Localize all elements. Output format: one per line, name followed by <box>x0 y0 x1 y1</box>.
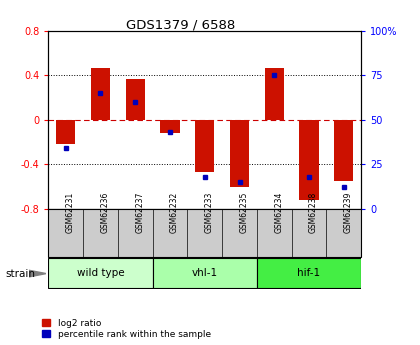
Bar <box>299 120 319 200</box>
Text: GSM62235: GSM62235 <box>239 192 249 233</box>
Text: GSM62232: GSM62232 <box>170 192 179 233</box>
Text: GDS1379 / 6588: GDS1379 / 6588 <box>126 19 235 32</box>
Bar <box>334 120 353 181</box>
Bar <box>195 120 214 172</box>
Text: GSM62233: GSM62233 <box>205 192 214 233</box>
Bar <box>126 79 145 120</box>
Text: GSM62239: GSM62239 <box>344 192 353 233</box>
Bar <box>265 68 284 120</box>
Bar <box>160 120 179 133</box>
Text: GSM62238: GSM62238 <box>309 192 318 233</box>
Text: strain: strain <box>5 269 35 278</box>
Polygon shape <box>29 270 46 277</box>
Text: wild type: wild type <box>76 268 124 278</box>
Text: hif-1: hif-1 <box>297 268 320 278</box>
FancyBboxPatch shape <box>48 209 361 257</box>
Bar <box>230 120 249 187</box>
FancyBboxPatch shape <box>152 258 257 288</box>
Text: GSM62231: GSM62231 <box>66 192 75 233</box>
FancyBboxPatch shape <box>48 258 152 288</box>
Bar <box>56 120 75 144</box>
Bar <box>91 68 110 120</box>
Text: GSM62234: GSM62234 <box>274 192 283 233</box>
FancyBboxPatch shape <box>257 258 361 288</box>
Text: vhl-1: vhl-1 <box>192 268 218 278</box>
Text: GSM62237: GSM62237 <box>135 192 144 233</box>
Legend: log2 ratio, percentile rank within the sample: log2 ratio, percentile rank within the s… <box>42 318 211 339</box>
Text: GSM62236: GSM62236 <box>100 192 110 233</box>
